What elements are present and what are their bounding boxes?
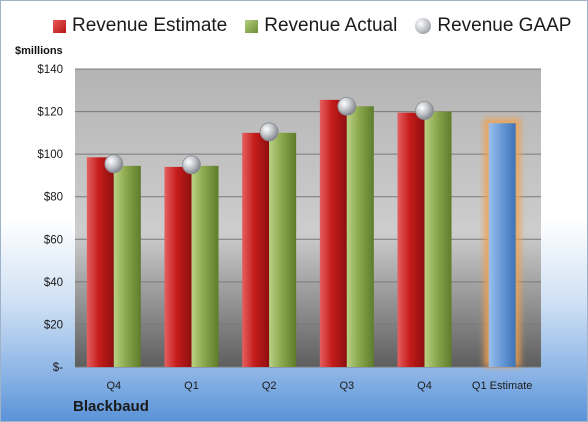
marker-revenue-gaap bbox=[415, 101, 434, 120]
x-tick-label: Q2 bbox=[262, 380, 277, 392]
bar-revenue-actual bbox=[269, 132, 297, 367]
bar-revenue-actual bbox=[346, 106, 374, 367]
y-tick-label: $100 bbox=[37, 149, 63, 161]
y-tick-label: $60 bbox=[44, 234, 63, 246]
bar-revenue-estimate bbox=[397, 112, 425, 367]
x-tick-label: Q3 bbox=[339, 380, 354, 392]
y-tick-label: $- bbox=[53, 362, 63, 374]
bar-revenue-actual bbox=[113, 165, 141, 367]
bar-revenue-estimate bbox=[86, 157, 114, 367]
y-tick-label: $20 bbox=[44, 319, 63, 331]
x-axis-ticks: Q4 Q1 Q2 Q3 Q4 Q1 Estimate bbox=[106, 380, 532, 392]
bar-q1-estimate bbox=[488, 123, 516, 368]
marker-revenue-gaap bbox=[104, 154, 124, 174]
bar-revenue-actual bbox=[424, 111, 452, 367]
y-tick-label: $80 bbox=[44, 192, 63, 204]
legend-label-gaap: Revenue GAAP bbox=[437, 15, 572, 36]
legend-label-estimate: Revenue Estimate bbox=[72, 15, 228, 36]
legend-item-actual: Revenue Actual bbox=[245, 15, 397, 37]
legend-swatch-estimate bbox=[53, 19, 66, 33]
gridlines bbox=[75, 68, 541, 368]
legend-item-estimate: Revenue Estimate bbox=[53, 15, 227, 37]
bar-revenue-actual bbox=[191, 165, 219, 367]
x-tick-label: Q4 bbox=[106, 380, 121, 392]
bar-revenue-estimate bbox=[242, 132, 270, 367]
legend-item-gaap: Revenue GAAP bbox=[415, 15, 571, 37]
marker-revenue-gaap bbox=[337, 96, 357, 116]
y-tick-label: $120 bbox=[37, 107, 63, 119]
x-tick-label: Q1 bbox=[184, 380, 199, 392]
legend-swatch-actual bbox=[245, 19, 259, 33]
marker-revenue-gaap bbox=[182, 155, 201, 175]
plot-background bbox=[75, 69, 541, 367]
marker-revenue-gaap bbox=[259, 122, 279, 142]
y-tick-label: $40 bbox=[44, 277, 63, 289]
x-tick-label: Q4 bbox=[417, 380, 432, 392]
legend-label-actual: Revenue Actual bbox=[264, 15, 398, 36]
y-axis-ticks: $- $20 $40 $60 $80 $100 $120 $140 bbox=[37, 64, 63, 374]
bar-revenue-estimate bbox=[164, 166, 192, 367]
y-axis-label: $millions bbox=[15, 45, 63, 57]
legend: Revenue Estimate Revenue Actual Revenue … bbox=[53, 15, 571, 37]
bars bbox=[86, 96, 521, 368]
bar-revenue-estimate bbox=[319, 99, 347, 367]
company-name: Blackbaud bbox=[73, 398, 149, 415]
y-tick-label: $140 bbox=[37, 64, 63, 76]
x-tick-label: Q1 Estimate bbox=[472, 380, 533, 392]
legend-swatch-gaap bbox=[415, 18, 432, 34]
